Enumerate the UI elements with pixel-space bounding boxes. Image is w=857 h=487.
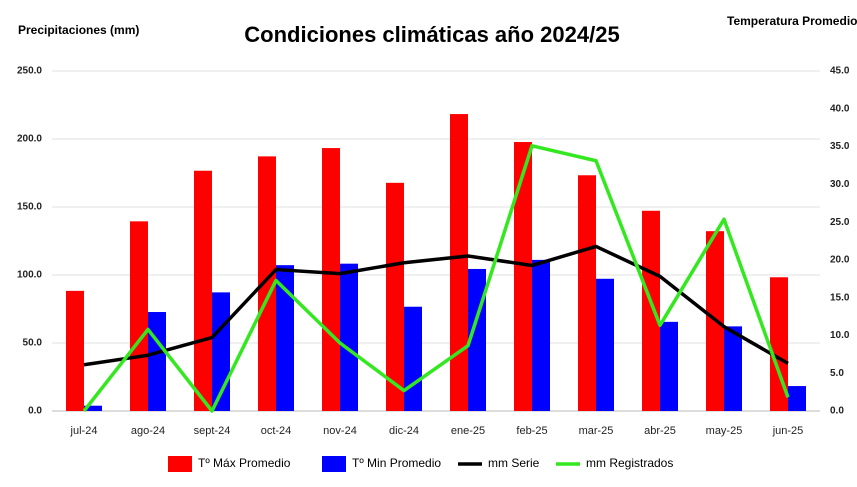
legend-label: mm Serie xyxy=(488,456,540,470)
x-tick-label: mar-25 xyxy=(579,425,614,437)
bar xyxy=(66,290,84,411)
y2-tick-label: 10.0 xyxy=(830,330,850,341)
legend-label: Tº Min Promedio xyxy=(352,456,441,470)
y2-tick-label: 40.0 xyxy=(830,103,850,114)
bar xyxy=(258,156,276,411)
x-tick-label: oct-24 xyxy=(261,425,292,437)
x-tick-label: abr-25 xyxy=(644,425,676,437)
x-tick-label: sept-24 xyxy=(194,425,231,437)
bar xyxy=(514,142,532,411)
x-tick-label: may-25 xyxy=(706,425,743,437)
bar xyxy=(404,306,422,411)
y-tick-label: 200.0 xyxy=(17,134,42,145)
y2-tick-label: 25.0 xyxy=(830,217,850,228)
y-tick-label: 100.0 xyxy=(17,270,42,281)
bar xyxy=(532,259,550,411)
legend-swatch xyxy=(168,456,192,472)
x-tick-label: dic-24 xyxy=(389,425,419,437)
line xyxy=(82,144,790,413)
y2-tick-label: 35.0 xyxy=(830,141,850,152)
y2-tick-label: 30.0 xyxy=(830,179,850,190)
bar xyxy=(84,405,102,411)
y2-tick-label: 20.0 xyxy=(830,255,850,266)
x-tick-label: nov-24 xyxy=(323,425,357,437)
bar xyxy=(450,114,468,412)
y2-tick-label: 45.0 xyxy=(830,66,850,77)
y2-tick-label: 15.0 xyxy=(830,292,850,303)
x-tick-label: jul-24 xyxy=(70,425,98,437)
legend-label: mm Registrados xyxy=(586,456,673,470)
bar xyxy=(322,148,340,412)
y-axis-title: Precipitaciones (mm) xyxy=(18,23,139,37)
legend-swatch xyxy=(322,456,346,472)
y2-tick-label: 0.0 xyxy=(830,406,844,417)
legend-label: Tº Máx Promedio xyxy=(198,456,291,470)
bar xyxy=(770,277,788,411)
x-tick-label: ene-25 xyxy=(451,425,485,437)
bar xyxy=(724,326,742,411)
bar xyxy=(642,210,660,411)
bar xyxy=(194,170,212,411)
y-tick-label: 250.0 xyxy=(17,66,42,77)
bar xyxy=(276,265,294,411)
line xyxy=(83,244,789,367)
y2-axis-title: Temperatura Promedio xyxy=(727,14,857,28)
y-tick-label: 0.0 xyxy=(28,406,42,417)
bar xyxy=(386,182,404,411)
bar xyxy=(340,263,358,411)
x-tick-label: feb-25 xyxy=(516,425,547,437)
y-tick-label: 150.0 xyxy=(17,202,42,213)
chart-title: Condiciones climáticas año 2024/25 xyxy=(244,22,619,47)
bar xyxy=(660,321,678,411)
bar xyxy=(130,221,148,411)
bar xyxy=(148,312,166,411)
bar xyxy=(578,175,596,411)
x-tick-label: ago-24 xyxy=(131,425,165,437)
bar xyxy=(596,278,614,411)
y-tick-label: 50.0 xyxy=(23,338,43,349)
x-tick-label: jun-25 xyxy=(772,425,804,437)
y2-tick-label: 5.0 xyxy=(830,368,844,379)
bar xyxy=(788,386,806,411)
